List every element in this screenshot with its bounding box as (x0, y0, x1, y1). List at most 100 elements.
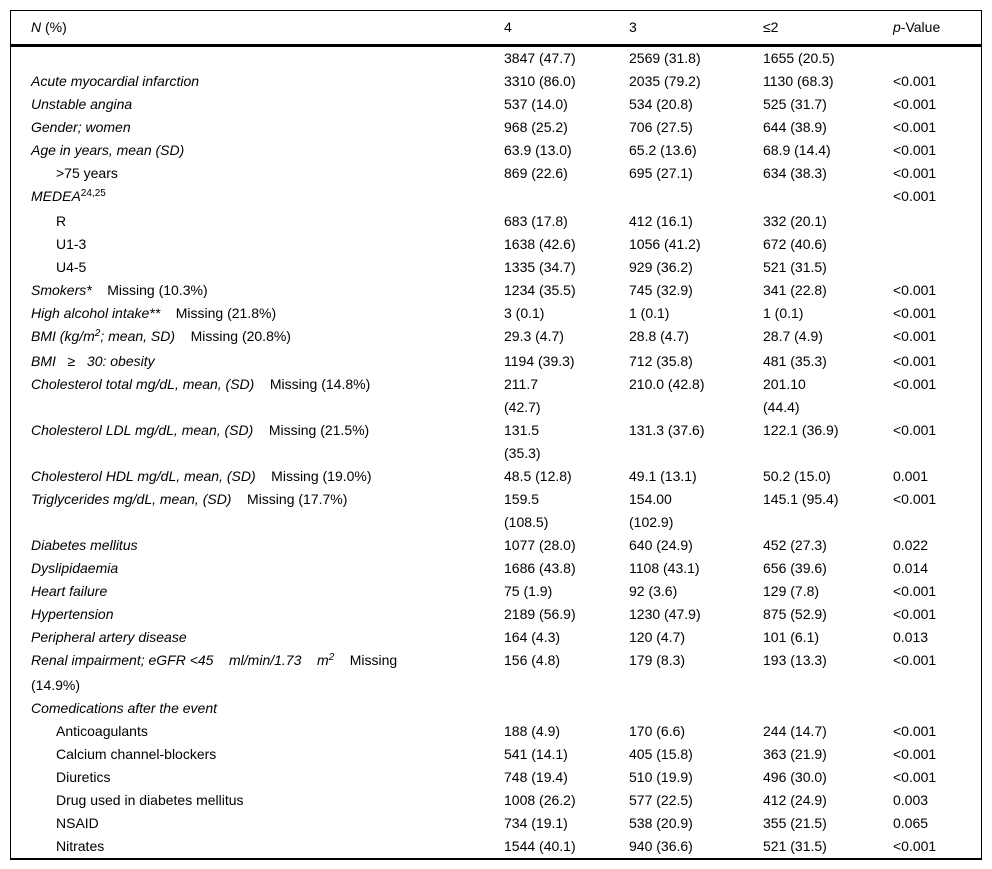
cell-col-3 (629, 185, 763, 210)
cell-p-value: <0.001 (893, 606, 937, 622)
row-label: Diabetes mellitus (11, 534, 504, 557)
label-segment: Missing (10.3%) (91, 282, 208, 298)
row-label: Cholesterol total mg/dL, mean, (SD) Miss… (11, 373, 504, 419)
cell-p-value: <0.001 (893, 723, 937, 739)
cell-col-3: 706 (27.5) (629, 119, 693, 135)
cell-col-3: 940 (36.6) (629, 838, 693, 854)
label-segment: NSAID (56, 815, 99, 831)
cell-col-4: 748 (19.4) (504, 769, 568, 785)
label-segment: Gender; women (31, 119, 131, 135)
label-segment: Drug used in diabetes mellitus (56, 792, 244, 808)
cell-col-le2 (763, 697, 893, 720)
cell-col-4: 1194 (39.3) (504, 353, 575, 369)
cell-col-le2 (763, 185, 893, 210)
table-row: 3847 (47.7) 2569 (31.8) 1655 (20.5) (11, 47, 981, 70)
cell-col-4: 3 (0.1) (504, 305, 545, 321)
row-label: Cholesterol LDL mg/dL, mean, (SD) Missin… (11, 419, 504, 465)
cell-p-value: <0.001 (893, 328, 937, 344)
cell-col-3: 131.3 (37.6) (629, 422, 705, 438)
cell-p-value (893, 256, 981, 279)
row-label: High alcohol intake** Missing (21.8%) (11, 302, 504, 325)
label-segment: Cholesterol total mg/dL, mean, (SD) (31, 376, 255, 392)
table-row: Drug used in diabetes mellitus 1008 (26.2… (11, 789, 981, 812)
label-segment: Diabetes mellitus (31, 537, 138, 553)
row-label: U4-5 (11, 256, 504, 279)
cell-col-4: 1638 (42.6) (504, 236, 576, 252)
cell-col-le2: 122.1 (36.9) (763, 422, 839, 438)
label-segment: BMI (kg/m (31, 328, 95, 344)
cell-col-3: 745 (32.9) (629, 282, 693, 298)
label-segment: 2 (94, 328, 101, 339)
cell-col-4: 131.5 (35.3) (504, 422, 541, 461)
cell-col-3: 179 (8.3) (629, 652, 686, 668)
table-row: Anticoagulants 188 (4.9) 170 (6.6) 244 (14.… (11, 720, 981, 743)
label-segment: U4-5 (56, 259, 87, 275)
cell-col-le2: 521 (31.5) (763, 838, 827, 854)
cell-p-value: 0.014 (893, 560, 929, 576)
label-segment: ; mean, SD) (100, 328, 176, 344)
cell-col-4: 48.5 (12.8) (504, 468, 572, 484)
table-row: Peripheral artery disease 164 (4.3) 120 (4… (11, 626, 981, 649)
row-label: Dyslipidaemia (11, 557, 504, 580)
label-segment: N (31, 19, 42, 35)
cell-col-4: 211.7 (42.7) (504, 376, 541, 415)
table-row: Hypertension 2189 (56.9) 1230 (47.9) 875 (5… (11, 603, 981, 626)
cell-col-le2: 1655 (20.5) (763, 50, 835, 66)
cell-col-4: 75 (1.9) (504, 583, 553, 599)
label-segment: Triglycerides mg/dL, mean, (SD) (31, 491, 232, 507)
cell-p-value: <0.001 (893, 96, 937, 112)
label-segment: Missing (20.8%) (175, 328, 291, 344)
row-label: NSAID (11, 812, 504, 835)
cell-col-3: 92 (3.6) (629, 583, 678, 599)
cell-p-value: <0.001 (893, 583, 937, 599)
row-label: Acute myocardial infarction (11, 70, 504, 93)
label-segment: Hypertension (31, 606, 114, 622)
cell-col-le2: 1 (0.1) (763, 305, 804, 321)
cell-col-3: 510 (19.9) (629, 769, 693, 785)
cell-col-3: 2035 (79.2) (629, 73, 701, 89)
table-row: Acute myocardial infarction 3310 (86.0) 20… (11, 70, 981, 93)
cell-col-le2: 644 (38.9) (763, 119, 827, 135)
table-row: Cholesterol HDL mg/dL, mean, (SD) Missin… (11, 465, 981, 488)
row-label: BMI ≥ 30: obesity (11, 350, 504, 373)
cell-col-4: 2189 (56.9) (504, 606, 576, 622)
table-row: High alcohol intake** Missing (21.8%) 3 (… (11, 302, 981, 325)
cell-p-value: <0.001 (893, 165, 937, 181)
cell-p-value: <0.001 (893, 746, 937, 762)
row-label: Hypertension (11, 603, 504, 626)
cell-col-le2: 634 (38.3) (763, 165, 827, 181)
label-segment: Missing (17.7%) (231, 491, 348, 507)
label-segment: 24,25 (80, 188, 106, 199)
row-label: Comedications after the event (11, 697, 504, 720)
cell-col-4: 1234 (35.5) (504, 282, 576, 298)
cell-col-le2: 452 (27.3) (763, 537, 827, 553)
header-col-le2: ≤2 (763, 19, 779, 35)
cell-col-le2: 363 (21.9) (763, 746, 827, 762)
cell-col-3: 2569 (31.8) (629, 50, 701, 66)
label-segment: 2 (328, 652, 335, 663)
label-segment: Missing (19.0%) (255, 468, 372, 484)
row-label: Gender; women (11, 116, 504, 139)
cell-col-le2: 525 (31.7) (763, 96, 827, 112)
table-body: 3847 (47.7) 2569 (31.8) 1655 (20.5) Acute m… (11, 47, 981, 858)
label-segment: Comedications after the event (31, 700, 217, 716)
label-segment: BMI ≥ 30: obesity (31, 353, 155, 369)
table-row: U1-3 1638 (42.6) 1056 (41.2) 672 (40.6) (11, 233, 981, 256)
cell-col-4: 734 (19.1) (504, 815, 568, 831)
label-segment: Calcium channel-blockers (56, 746, 217, 762)
cell-col-4: 1335 (34.7) (504, 259, 576, 275)
table-row: >75 years 869 (22.6) 695 (27.1) 634 (38.3) <… (11, 162, 981, 185)
table-row: Age in years, mean (SD) 63.9 (13.0) 65.2 (… (11, 139, 981, 162)
label-segment: Smokers* (31, 282, 92, 298)
cell-col-3: 170 (6.6) (629, 723, 686, 739)
cell-col-4: 683 (17.8) (504, 213, 568, 229)
cell-col-le2: 355 (21.5) (763, 815, 827, 831)
row-label: Smokers* Missing (10.3%) (11, 279, 504, 302)
cell-p-value: 0.001 (893, 468, 929, 484)
table-row: Calcium channel-blockers 541 (14.1) 405 (1… (11, 743, 981, 766)
table-row: Renal impairment; eGFR <45 ml/min/1.73 m… (11, 649, 981, 697)
cell-col-3: 695 (27.1) (629, 165, 693, 181)
table-row: NSAID 734 (19.1) 538 (20.9) 355 (21.5) 0.065 (11, 812, 981, 835)
header-p-value: p-Value (893, 16, 981, 39)
